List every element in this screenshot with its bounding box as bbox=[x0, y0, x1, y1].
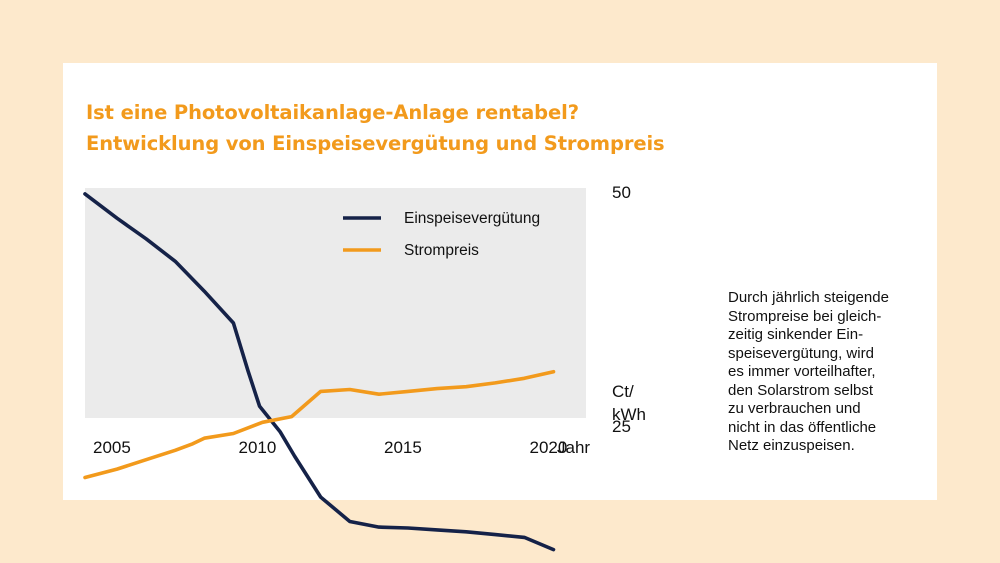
series-line-einspeiseverguetung bbox=[83, 192, 556, 552]
y-tick-label-25: 25 bbox=[612, 417, 631, 436]
legend-label-2: Strompreis bbox=[404, 242, 479, 259]
legend-label-1: Einspeisevergütung bbox=[404, 210, 540, 227]
x-axis-label: Jahr bbox=[557, 438, 590, 457]
title-line-1: Ist eine Photovoltaikanlage-Anlage renta… bbox=[86, 101, 579, 124]
title-line-2: Entwicklung von Einspeisevergütung und S… bbox=[86, 132, 665, 155]
x-tick-label-2015: 2015 bbox=[384, 438, 422, 457]
x-tick-label-2020: 2020 bbox=[529, 438, 567, 457]
x-tick-label-2005: 2005 bbox=[93, 438, 131, 457]
y-axis-label-line-2: kWh bbox=[612, 405, 646, 424]
chart-title: Ist eine Photovoltaikanlage-Anlage renta… bbox=[86, 97, 665, 159]
explanation-text: Durch jährlich steigende Strompreise bei… bbox=[728, 289, 889, 454]
y-axis-label-line-1: Ct/ bbox=[612, 382, 634, 401]
x-tick-label-2010: 2010 bbox=[238, 438, 276, 457]
plot-area bbox=[85, 188, 586, 418]
y-tick-label-50: 50 bbox=[612, 183, 631, 202]
series-line-strompreis bbox=[83, 369, 556, 480]
